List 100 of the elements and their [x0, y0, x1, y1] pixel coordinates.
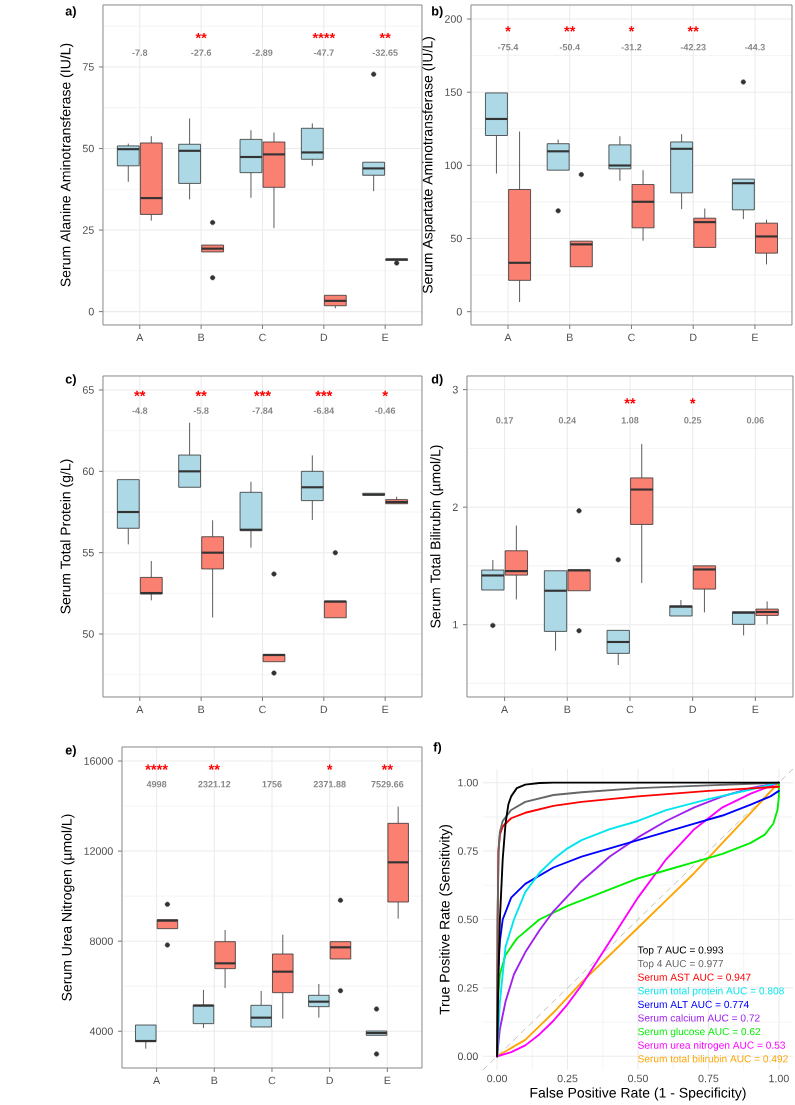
annotation: 1756: [262, 781, 282, 788]
annotation: ****: [312, 32, 336, 39]
x-tick-label: 0.00: [487, 1074, 508, 1083]
annotation: **: [564, 26, 576, 32]
text: Serum total protein AUC = 0.808: [638, 986, 784, 997]
y-tick-label: 55: [82, 548, 94, 557]
annotation: -31.2: [621, 44, 642, 51]
y-tick-label: 60: [82, 467, 94, 476]
text: Serum calcium AUC = 0.72: [638, 1014, 760, 1022]
chart-title: b): [432, 6, 443, 19]
y-tick-label: 200: [445, 15, 462, 23]
x-tick-label: D: [690, 333, 697, 342]
annotation: **: [208, 764, 220, 770]
y-tick-label: 8000: [90, 937, 113, 945]
y-axis-title: Serum Alanine Aminotransferase (IU/L): [60, 43, 74, 287]
chart-title: f): [433, 742, 442, 755]
annotation: -47.7: [313, 49, 334, 56]
y-tick-label: 12000: [84, 847, 113, 855]
x-tick-label: B: [198, 333, 205, 342]
x-tick-label: C: [626, 705, 634, 714]
x-tick-label: B: [211, 1076, 218, 1085]
x-tick-label: 0.25: [557, 1074, 578, 1083]
x-tick-label: B: [567, 333, 573, 342]
y-tick-label: 0.00: [457, 1052, 478, 1061]
annotation: ****: [145, 764, 168, 770]
x-tick-label: E: [752, 705, 759, 714]
y-tick-label: 50: [82, 630, 94, 638]
text: Serum total bilirubin AUC = 0.492: [638, 1054, 788, 1063]
chart-title: c): [65, 374, 76, 387]
x-tick-label: E: [384, 1076, 391, 1085]
annotation: *: [382, 390, 389, 397]
text: Top 7 AUC = 0.993: [637, 946, 724, 956]
y-axis-title: Serum Total Bilirubin (µmol/L): [430, 445, 444, 628]
y-tick-label: 1: [453, 621, 458, 629]
x-tick-label: D: [320, 333, 328, 342]
y-tick-label: 25: [82, 226, 94, 234]
annotation: -27.6: [191, 49, 212, 56]
y-tick-label: 50: [82, 144, 94, 153]
y-tick-label: 0.50: [457, 915, 478, 924]
x-tick-label: A: [504, 333, 512, 342]
annotation: -50.4: [559, 44, 581, 51]
text: Serum AST AUC = 0.947: [638, 973, 751, 981]
x-tick-label: B: [198, 705, 205, 714]
annotation: *: [505, 26, 511, 32]
annotation: *: [326, 764, 333, 770]
x-tick-label: E: [382, 705, 389, 714]
x-tick-label: A: [136, 333, 144, 342]
annotation: **: [134, 390, 146, 397]
annotation: 0.25: [684, 417, 702, 424]
y-tick-label: 0.75: [457, 847, 478, 855]
y-axis-title: Serum Aspartate Aminotransferase (IU/L): [422, 37, 436, 294]
y-axis-title: True Positive Rate (Sensitivity): [439, 824, 453, 1015]
chart-title: a): [65, 6, 76, 19]
y-tick-label: 50: [450, 234, 462, 243]
text: Top 4 AUC = 0.977: [637, 959, 724, 970]
annotation: ***: [253, 390, 272, 397]
text: Serum glucose AUC = 0.62: [638, 1027, 761, 1038]
x-tick-label: B: [564, 705, 571, 714]
annotation: 2321.12: [198, 781, 231, 788]
x-tick-label: E: [382, 333, 389, 342]
y-tick-label: 0: [88, 307, 94, 316]
y-tick-label: 0: [456, 307, 462, 316]
annotation: -75.4: [498, 44, 519, 51]
annotation: -0.46: [375, 407, 396, 414]
x-tick-label: A: [153, 1076, 161, 1085]
x-tick-label: E: [752, 333, 759, 342]
annotation: 4998: [146, 781, 167, 788]
x-axis-title: False Positive Rate (1 - Specificity): [530, 1087, 746, 1101]
annotation: -32.65: [372, 49, 398, 56]
y-tick-label: 2: [452, 503, 458, 511]
text: Serum urea nitrogen AUC = 0.53: [638, 1041, 786, 1051]
annotation: *: [628, 26, 635, 32]
annotation: **: [195, 32, 207, 39]
annotation: -5.8: [193, 407, 209, 414]
x-tick-label: 0.75: [698, 1074, 719, 1083]
x-tick-label: C: [628, 333, 635, 342]
annotation: ***: [315, 390, 333, 397]
chart-title: e): [65, 745, 76, 758]
y-tick-label: 1.00: [458, 778, 478, 787]
annotation: -2.89: [252, 49, 273, 56]
x-tick-label: C: [268, 1076, 276, 1085]
y-tick-label: 65: [82, 386, 94, 394]
y-tick-label: 4000: [89, 1027, 113, 1036]
annotation: **: [687, 26, 699, 32]
annotation: -44.3: [744, 44, 765, 51]
annotation: 7529.66: [371, 781, 404, 788]
x-tick-label: D: [689, 705, 697, 714]
y-tick-label: 100: [445, 161, 462, 170]
y-tick-label: 0.25: [457, 984, 478, 992]
annotation: **: [624, 398, 636, 404]
y-tick-label: 150: [445, 88, 462, 96]
annotation: *: [689, 398, 696, 404]
y-axis-title: Serum Urea Nitrogen (µmol/L): [61, 814, 75, 1001]
annotation: 0.17: [496, 417, 514, 424]
x-tick-label: D: [326, 1076, 334, 1085]
chart-title: d): [431, 374, 443, 387]
x-tick-label: C: [259, 333, 266, 342]
x-tick-label: C: [259, 705, 266, 714]
annotation: -7.84: [252, 407, 273, 414]
y-axis-title: Serum Total Protein (g/L): [60, 459, 74, 614]
